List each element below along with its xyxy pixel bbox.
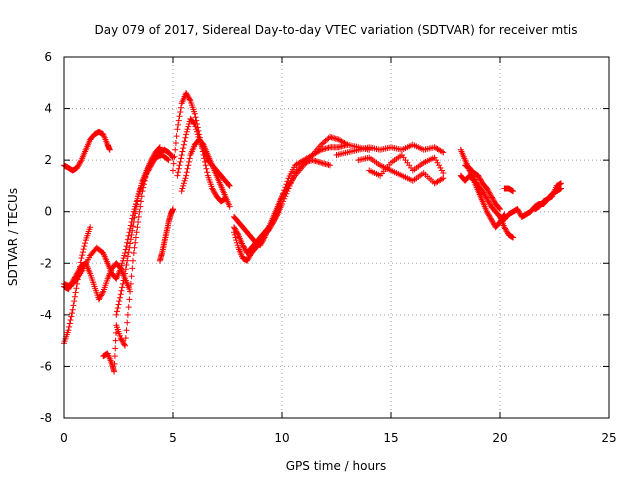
series-track-j [178,136,233,210]
data-point-marks [61,128,113,174]
y-tick-label: -2 [40,256,52,270]
x-tick-label: 0 [60,431,68,445]
series-track-f [113,152,172,318]
data-point-marks [231,133,351,249]
axis-ticks: 0 5 10 15 20 25 -8 -6 -4 -2 0 2 4 6 [40,50,617,445]
data-point-marks [501,185,517,195]
plot-frame [63,56,610,419]
data-point-marks [366,152,447,179]
data-point-marks [156,206,176,264]
data-point-marks [531,180,564,213]
series-track-a [61,128,113,174]
y-tick-label: -6 [40,359,52,373]
series-track-e [100,144,163,375]
series-track-r [457,172,508,231]
y-axis-title: SDTVAR / TECUs [6,188,20,286]
x-tick-label: 20 [492,431,507,445]
data-point-marks [178,136,233,210]
series-track-n [333,141,447,158]
y-tick-label: 0 [44,205,52,219]
y-tick-label: 6 [44,50,52,64]
series-track-s [462,162,503,213]
x-tick-label: 10 [274,431,289,445]
x-tick-label: 5 [169,431,177,445]
x-tick-label: 15 [383,431,398,445]
data-point-marks [462,162,503,213]
y-tick-label: -4 [40,308,52,322]
series-track-l [231,133,351,249]
y-tick-label: -8 [40,411,52,425]
series-track-m [231,157,333,264]
data-point-marks [333,141,447,158]
chart-title: Day 079 of 2017, Sidereal Day-to-day VTE… [94,23,577,37]
series-track-v [501,185,517,195]
data-point-marks [113,152,172,318]
series-track-u [531,180,564,213]
x-tick-label: 25 [601,431,616,445]
series-track-c [61,260,133,303]
data-point-marks [231,157,333,264]
grid-lines [64,57,609,418]
x-axis-title: GPS time / hours [286,459,387,473]
data-point-marks [457,172,508,231]
y-tick-label: 4 [44,102,52,116]
data-points [61,90,564,375]
y-tick-label: 2 [44,153,52,167]
data-point-marks [100,144,163,375]
series-track-g [156,206,176,264]
series-track-p [366,152,447,179]
data-point-marks [61,260,133,303]
